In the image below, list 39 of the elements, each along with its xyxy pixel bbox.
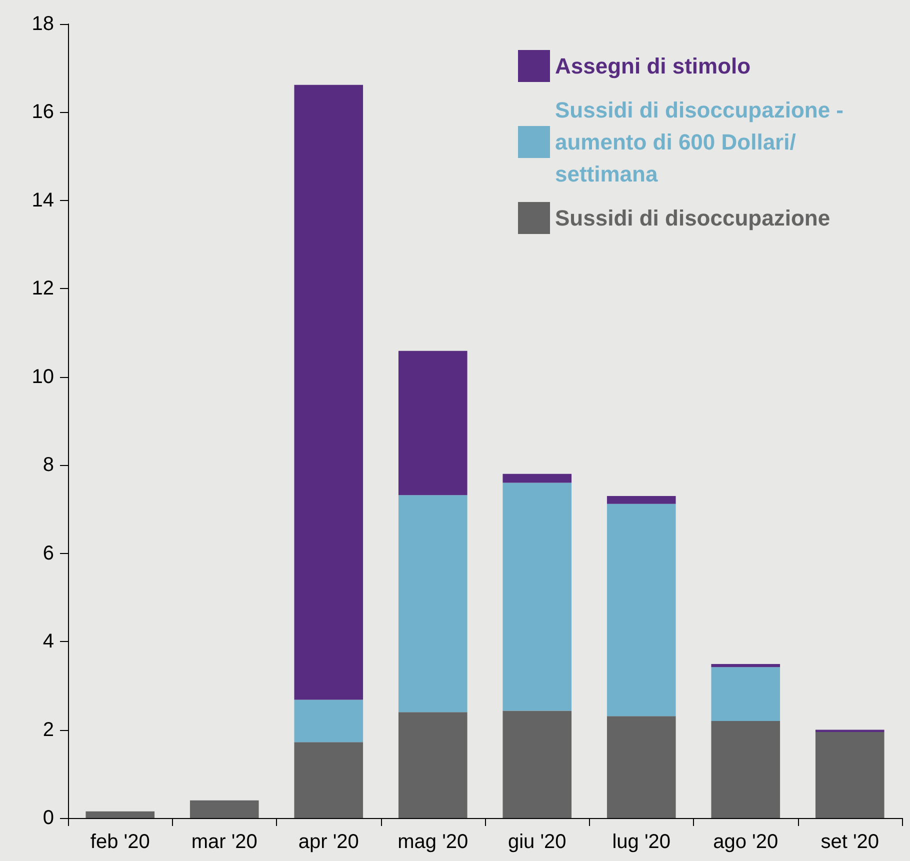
bar (398, 350, 468, 496)
x-tick-label: giu '20 (508, 831, 566, 853)
x-tick-label: ago '20 (713, 831, 778, 853)
bar (294, 84, 364, 700)
x-tick-label: feb '20 (90, 831, 150, 853)
bar (294, 742, 364, 818)
x-tick-label: mag '20 (398, 831, 468, 853)
bar (398, 712, 468, 818)
y-tick-label: 6 (42, 542, 54, 564)
x-tick-label: lug '20 (612, 831, 671, 853)
bar (190, 800, 259, 818)
bar (606, 496, 676, 504)
y-tick-label: 12 (32, 278, 54, 300)
bar (711, 720, 780, 818)
bar (398, 495, 468, 712)
y-tick-label: 0 (42, 807, 54, 829)
y-tick-label: 2 (42, 718, 54, 741)
y-tick-label: 10 (32, 366, 54, 388)
x-tick-label: apr '20 (298, 831, 359, 853)
bar (606, 504, 676, 716)
legend-label: Sussidi di disoccupazione - aumento di 600 Dollari/settimana (555, 98, 850, 186)
y-tick-label: 4 (42, 630, 54, 653)
x-tick-label: mar '20 (191, 831, 258, 853)
y-tick-label: 18 (32, 13, 54, 35)
legend-label: Sussidi di disoccupazione (555, 206, 830, 230)
y-tick-label: 14 (32, 189, 54, 212)
bar (502, 474, 572, 483)
bar (711, 667, 780, 721)
y-tick-label: 8 (42, 454, 54, 476)
bar (294, 700, 364, 742)
bar (86, 811, 155, 818)
bar (502, 482, 572, 711)
x-tick-label: set '20 (820, 831, 880, 853)
bar (815, 732, 884, 818)
legend-label: Assegni di stimolo (555, 54, 751, 78)
bar (606, 716, 676, 818)
bar (502, 710, 572, 818)
bar (711, 664, 780, 668)
y-tick-label: 16 (32, 101, 54, 124)
